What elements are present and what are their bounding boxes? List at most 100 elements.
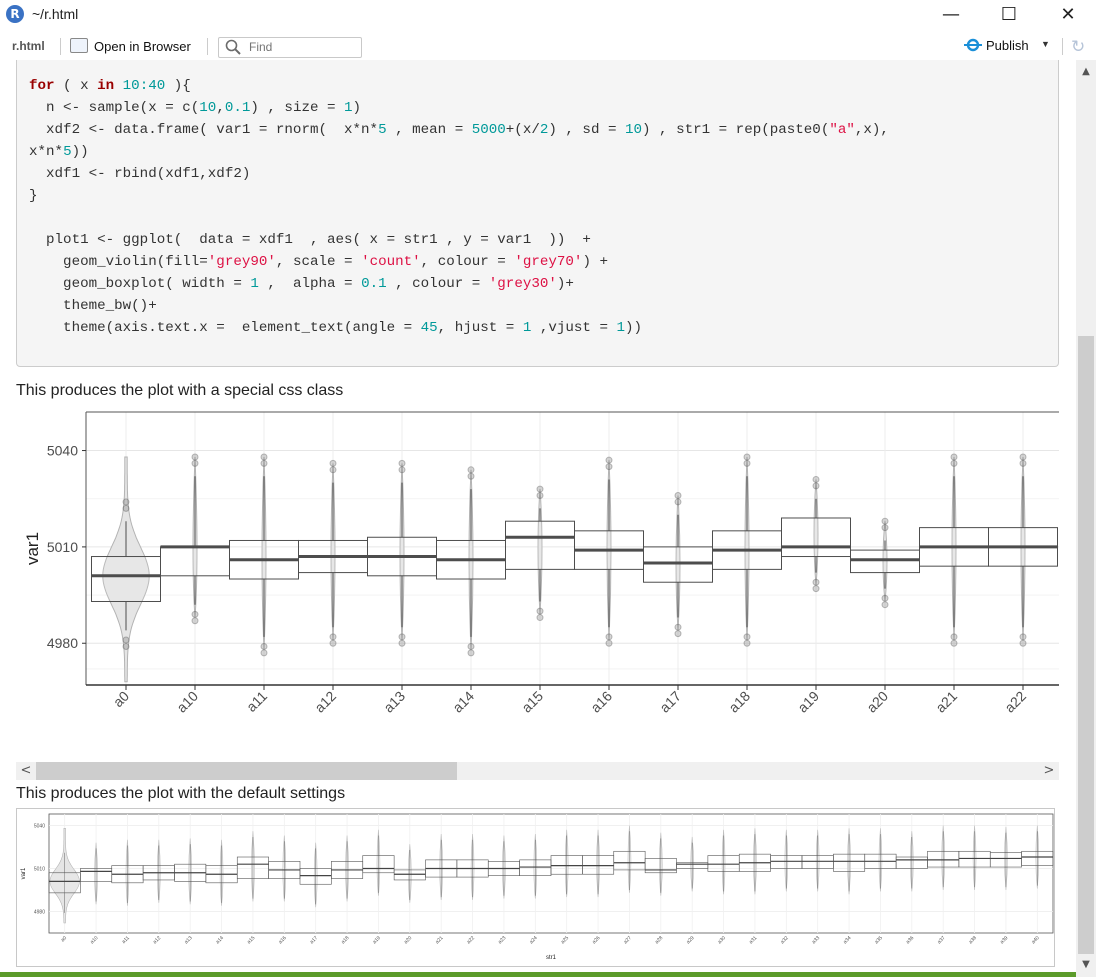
y-axis-title: var1 [21,867,27,879]
violin-a20 [882,521,888,602]
find-box[interactable] [218,37,362,58]
outlier-point [1019,459,1027,467]
code-token: ( x [54,78,98,94]
code-token: 'count' [361,254,421,270]
code-token: ) , size = [250,100,345,116]
x-tick-label: a12 [311,688,339,716]
x-tick-label: a26 [591,935,601,945]
outlier-point [605,639,613,647]
outlier-point [467,466,475,474]
code-token: for [29,78,55,94]
outlier-point [605,633,613,641]
outlier-point [881,517,889,525]
toolbar-divider [60,38,61,55]
code-token: n <- sample(x = c( [29,100,200,116]
vertical-scrollbar[interactable]: ▲ ▼ [1076,60,1096,977]
code-token: ){ [165,78,191,94]
default-settings-caption: This produces the plot with the default … [16,785,346,802]
publish-button[interactable]: Publish [964,38,1029,53]
outlier-point [536,614,544,622]
close-button[interactable]: ✕ [1060,4,1076,25]
code-token: 'grey70' [514,254,583,270]
horizontal-scroll-thumb[interactable] [36,762,457,780]
refresh-icon[interactable]: ↻ [1071,37,1086,57]
code-token: , [216,100,225,116]
box-a32 [770,855,803,869]
x-tick-label: a14 [449,688,477,716]
scroll-left-icon[interactable]: < [20,763,32,778]
scroll-right-icon[interactable]: > [1043,763,1055,778]
horizontal-scrollbar[interactable]: < > [16,762,1059,780]
box-a26 [582,855,615,875]
x-tick-label: a32 [780,935,790,945]
open-in-browser-label: Open in Browser [94,39,191,54]
outlier-point [467,642,475,650]
x-tick-label: a22 [1001,688,1029,716]
code-token: 5000 [471,122,506,138]
console-strip [0,972,1076,977]
x-tick-label: a11 [121,935,131,945]
code-block: for ( x in 10:40 ){ n <- sample(x = c(10… [16,60,1059,367]
x-tick-label: a30 [717,935,727,945]
x-tick-label: a10 [89,935,99,945]
vertical-scroll-thumb[interactable] [1078,336,1094,954]
code-token: ) + [582,254,608,270]
x-tick-label: a12 [152,935,162,945]
code-token: 45 [420,320,438,336]
x-tick-label: a18 [725,688,753,716]
window-title-bar: R ~/r.html — ☐ ✕ [0,0,1096,30]
outlier-point [467,649,475,657]
outlier-point [605,463,613,471]
minimize-button[interactable]: — [942,4,960,25]
outlier-point [674,492,682,500]
box-a39 [989,852,1022,868]
outlier-point [881,524,889,532]
x-tick-label: a38 [968,935,978,945]
x-tick-label: a16 [278,935,288,945]
x-tick-label: a17 [309,935,319,945]
outlier-point [950,639,958,647]
code-token: xdf2 <- data.frame( var1 = rnorm( x*n* [29,122,379,138]
box-a24 [519,859,552,876]
publish-dropdown-caret-icon[interactable]: ▼ [1041,39,1050,49]
code-token: xdf1 <- rbind(xdf1,xdf2) [29,166,251,182]
box-a20 [393,869,426,881]
scroll-down-icon[interactable]: ▼ [1082,959,1090,970]
maximize-button[interactable]: ☐ [1000,4,1018,25]
x-tick-label: a19 [372,935,382,945]
x-tick-label: a33 [811,935,821,945]
x-tick-label: a36 [905,935,915,945]
code-token: , alpha = [258,276,362,292]
publish-icon [964,38,982,52]
code-token: 10:40 [122,78,166,94]
code-token: 'grey90' [207,254,276,270]
open-in-browser-button[interactable]: Open in Browser [70,38,191,54]
x-axis-title: str1 [546,955,557,961]
box-a34 [833,853,866,872]
outlier-point [398,639,406,647]
code-token: 5 [63,144,72,160]
code-token: 10 [199,100,217,116]
code-token: 10 [625,122,643,138]
code-token: , colour = [386,276,489,292]
outlier-point [329,466,337,474]
x-tick-label: a0 [60,935,68,943]
find-input[interactable] [249,40,354,54]
outlier-point [812,585,820,593]
code-token: , colour = [420,254,515,270]
code-token: theme(axis.text.x = element_text(angle = [29,320,421,336]
x-tick-label: a29 [685,935,695,945]
code-token: 1 [344,100,353,116]
x-tick-label: a15 [246,935,256,945]
outlier-point [674,498,682,506]
x-tick-label: a22 [466,935,476,945]
scroll-up-icon[interactable]: ▲ [1082,66,1090,77]
outlier-point [191,453,199,461]
box-a17 [643,546,713,583]
outlier-point [743,639,751,647]
violin-a12 [330,463,336,641]
outlier-point [1019,453,1027,461]
y-tick-label: 4980 [34,909,45,915]
code-token: +(x/ [505,122,540,138]
toolbar-divider [207,38,208,55]
